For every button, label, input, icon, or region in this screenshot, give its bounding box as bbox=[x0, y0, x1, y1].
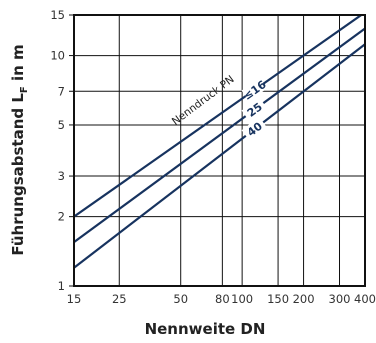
x-tick-label: 25 bbox=[112, 292, 127, 306]
y-axis-title-main: Führungsabstand L bbox=[9, 93, 27, 256]
x-tick-label: 150 bbox=[267, 292, 289, 306]
y-tick-label: 15 bbox=[50, 8, 65, 22]
x-tick-labels: 15 25 50 80 100 150 200 300 400 bbox=[67, 292, 376, 306]
series-line bbox=[74, 15, 364, 218]
series-label-bg bbox=[241, 116, 267, 141]
x-tick-label: 100 bbox=[231, 292, 253, 306]
y-tick-label: 1 bbox=[58, 279, 65, 293]
plot-frame bbox=[73, 14, 366, 287]
x-tick-label: 15 bbox=[67, 292, 82, 306]
y-tick-label: 2 bbox=[58, 210, 65, 224]
series-line bbox=[74, 43, 365, 269]
x-tick-label: 200 bbox=[293, 292, 315, 306]
grid bbox=[69, 14, 366, 287]
x-tick-label: 300 bbox=[329, 292, 351, 306]
x-tick-label: 80 bbox=[215, 292, 230, 306]
x-tick-label: 50 bbox=[173, 292, 188, 306]
y-tick-label: 5 bbox=[58, 118, 65, 132]
y-axis-title-unit: in m bbox=[9, 44, 27, 86]
y-axis-title-sub: F bbox=[19, 86, 30, 93]
x-tick-label: 400 bbox=[354, 292, 376, 306]
series-label-bg bbox=[241, 97, 267, 121]
y-tick-label: 7 bbox=[58, 84, 65, 98]
x-axis-title: Nennweite DN bbox=[145, 320, 266, 338]
y-tick-label: 3 bbox=[58, 169, 65, 183]
series-lines bbox=[74, 15, 365, 269]
series-line bbox=[74, 27, 365, 244]
nenndruck-annotation: Nenndruck PN bbox=[170, 73, 237, 128]
y-axis-title: Führungsabstand LF in m bbox=[9, 44, 30, 255]
series-label-bg bbox=[241, 77, 267, 102]
y-tick-label: 10 bbox=[50, 49, 65, 63]
y-tick-labels: 1 2 3 5 7 10 15 bbox=[50, 8, 65, 293]
